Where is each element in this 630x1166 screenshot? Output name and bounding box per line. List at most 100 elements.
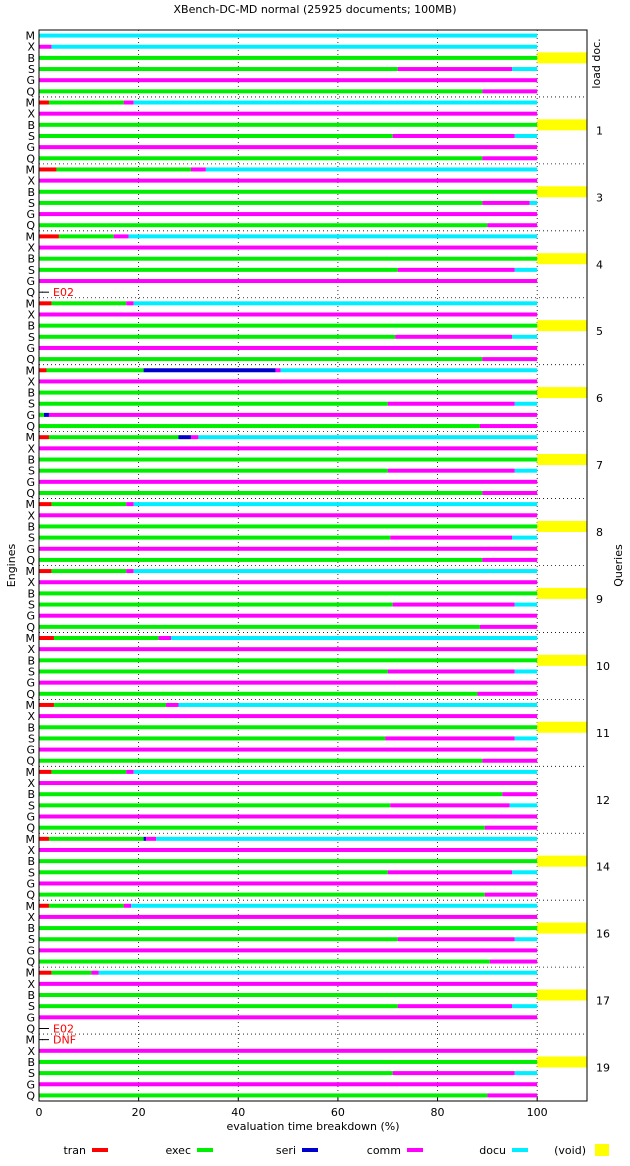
bar-segment-comm <box>39 847 538 852</box>
engine-label: B <box>27 989 35 1002</box>
bar-segment-exec <box>39 602 393 607</box>
legend-item-exec: exec <box>165 1144 213 1157</box>
engine-label: S <box>28 465 35 478</box>
legend-swatch <box>92 1148 108 1152</box>
bar-segment-comm <box>39 680 538 685</box>
bar-segment-comm <box>39 178 538 183</box>
bar-segment-exec <box>39 156 483 161</box>
x-tick-label: 100 <box>527 1106 548 1119</box>
legend-label: exec <box>165 1144 191 1157</box>
bar-segment-exec <box>56 167 191 172</box>
engine-label: Q <box>26 956 35 969</box>
bar-segment-docu <box>205 167 538 172</box>
bar-segment-comm <box>392 1071 515 1076</box>
query-label: 19 <box>596 1062 610 1075</box>
bar-segment-void <box>537 186 587 198</box>
query-label: 10 <box>596 660 610 673</box>
legend-swatch <box>407 1148 423 1152</box>
legend: tran exec seri comm docu (void) <box>63 1144 609 1157</box>
bar-segment-comm <box>126 769 134 774</box>
bar-segment-comm <box>387 669 515 674</box>
bar-segment-exec <box>51 970 92 975</box>
engine-label: S <box>28 1000 35 1013</box>
bar-segment-docu <box>514 937 538 942</box>
bar-segment-comm <box>39 379 538 384</box>
bar-segment-comm <box>39 312 538 317</box>
y-axis-label-queries: Queries <box>612 544 625 587</box>
bar-segment-exec <box>39 122 538 127</box>
bar-segment-exec <box>58 234 114 239</box>
engine-label: G <box>26 877 35 890</box>
engine-label: S <box>28 866 35 879</box>
engine-label: X <box>27 777 35 790</box>
engine-label: M <box>26 833 36 846</box>
bar-segment-exec <box>39 803 391 808</box>
engine-label: G <box>26 1078 35 1091</box>
bar-segment-docu <box>133 301 538 306</box>
bar-segment-comm <box>39 613 538 618</box>
bar-segment-docu <box>280 368 538 373</box>
bar-segment-void <box>537 1056 587 1068</box>
bar-segment-comm <box>387 870 513 875</box>
engine-label: X <box>27 1045 35 1058</box>
bar-segment-exec <box>48 903 124 908</box>
engine-label: Q <box>26 85 35 98</box>
bar-segment-exec <box>39 792 503 797</box>
engine-label: M <box>26 97 36 110</box>
engine-label: B <box>27 119 35 132</box>
bar-segment-docu <box>178 702 538 707</box>
legend-swatch <box>302 1148 318 1152</box>
x-tick-label: 60 <box>331 1106 345 1119</box>
engine-label: Q <box>26 219 35 232</box>
bar-segment-docu <box>128 234 538 239</box>
annotation-e02: E02 <box>53 286 74 299</box>
bar-segment-comm <box>477 691 538 696</box>
bar-segment-comm <box>190 435 199 440</box>
engine-label: B <box>27 520 35 533</box>
bar-segment-exec <box>48 836 144 841</box>
bar-segment-void <box>537 119 587 131</box>
bar-segment-exec <box>39 758 483 763</box>
plot-frame <box>38 29 588 1102</box>
query-label: load doc. <box>590 38 603 88</box>
bar-segment-comm <box>39 1082 538 1087</box>
engine-label: M <box>26 967 36 980</box>
bar-segment-void <box>537 587 587 599</box>
bar-segment-comm <box>39 948 538 953</box>
engine-label: G <box>26 610 35 623</box>
bar-segment-exec <box>39 557 483 562</box>
bar-segment-exec <box>39 1071 393 1076</box>
bar-segment-comm <box>275 368 281 373</box>
bar-segment-exec <box>39 200 483 205</box>
bar-segment-tran <box>39 502 52 507</box>
engine-label: G <box>26 811 35 824</box>
chart-title: XBench-DC-MD normal (25925 documents; 10… <box>174 3 457 16</box>
bar-segment-exec <box>39 133 393 138</box>
engine-label: X <box>27 41 35 54</box>
engine-label: B <box>27 788 35 801</box>
bar-segment-exec <box>39 591 538 596</box>
engine-label: X <box>27 442 35 455</box>
engine-label: B <box>27 454 35 467</box>
engine-label: M <box>26 230 36 243</box>
annotation-dnf: DNF <box>53 1034 76 1047</box>
engine-label: S <box>28 130 35 143</box>
bar-segment-comm <box>39 914 538 919</box>
bar-segment-exec <box>53 636 159 641</box>
bar-segment-exec <box>39 859 538 864</box>
bar-segment-docu <box>514 401 538 406</box>
bar-segment-exec <box>39 535 391 540</box>
engine-label: M <box>26 431 36 444</box>
bar-segment-void <box>537 721 587 733</box>
bar-segment-exec <box>39 658 538 663</box>
engine-label: Q <box>26 353 35 366</box>
engine-label: G <box>26 944 35 957</box>
engine-label: S <box>28 264 35 277</box>
bar-segment-tran <box>39 569 52 574</box>
bar-segment-comm <box>395 334 513 339</box>
bar-segment-exec <box>39 401 388 406</box>
bar-segment-comm <box>39 814 538 819</box>
bar-segment-comm <box>39 580 538 585</box>
query-label: 11 <box>596 727 610 740</box>
bar-segment-comm <box>397 937 515 942</box>
